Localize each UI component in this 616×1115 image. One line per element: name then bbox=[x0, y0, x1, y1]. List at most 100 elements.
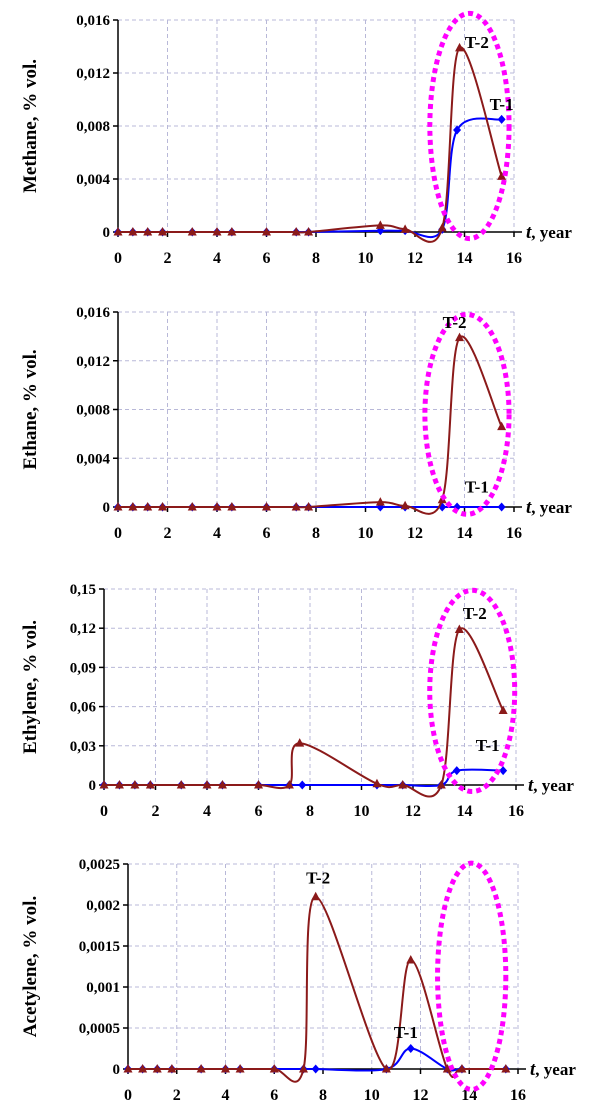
series-annotation: T-1 bbox=[476, 736, 500, 755]
data-point bbox=[497, 114, 506, 124]
data-point bbox=[143, 227, 153, 236]
y-tick-label: 0,004 bbox=[76, 451, 110, 467]
data-point bbox=[400, 224, 410, 233]
data-point bbox=[436, 780, 446, 789]
x-axis-label-italic: t bbox=[526, 497, 532, 518]
data-point bbox=[123, 1064, 133, 1073]
x-tick-label: 14 bbox=[457, 525, 473, 542]
data-point bbox=[128, 502, 138, 511]
data-point bbox=[235, 1064, 245, 1073]
x-tick-label: 2 bbox=[164, 250, 172, 267]
x-tick-label: 16 bbox=[510, 1087, 526, 1104]
data-point bbox=[497, 421, 507, 431]
x-tick-label: 6 bbox=[263, 250, 271, 267]
data-point bbox=[113, 227, 123, 236]
data-point bbox=[114, 780, 124, 789]
y-tick-label: 0,001 bbox=[86, 980, 120, 996]
series-t-2 bbox=[99, 624, 508, 798]
chart-panel-3: 0 0,03 0,06 0,09 0,12 0,15 0 2 4 6 8 10 12 14 16t, yea… bbox=[20, 582, 574, 820]
data-point bbox=[442, 1064, 452, 1073]
y-axis-label: Ethane, % vol. bbox=[20, 349, 41, 469]
data-point bbox=[304, 502, 314, 511]
x-tick-label: 12 bbox=[407, 250, 423, 267]
data-point bbox=[227, 502, 237, 511]
data-point bbox=[406, 1044, 415, 1053]
x-tick-label: 0 bbox=[114, 525, 122, 542]
y-tick-label: 0,03 bbox=[70, 739, 96, 755]
series-annotation: T-2 bbox=[463, 604, 487, 623]
x-axis-label: t, year bbox=[526, 497, 572, 518]
x-axis-label-rest: , year bbox=[535, 1060, 576, 1079]
x-axis-label-rest: , year bbox=[533, 776, 574, 795]
series-t-2 bbox=[113, 332, 507, 515]
x-tick-label: 10 bbox=[358, 250, 374, 267]
data-point bbox=[455, 42, 465, 52]
data-point bbox=[130, 780, 140, 789]
y-tick-label: 0,15 bbox=[70, 582, 96, 598]
data-point bbox=[295, 738, 305, 747]
data-point bbox=[453, 125, 462, 135]
data-point bbox=[375, 220, 385, 229]
x-tick-label: 4 bbox=[222, 1087, 230, 1104]
data-point bbox=[457, 1064, 467, 1073]
y-axis-label: Methane, % vol. bbox=[20, 59, 41, 193]
highlight-ellipse bbox=[435, 860, 509, 1093]
data-point bbox=[128, 227, 138, 236]
data-point bbox=[143, 502, 153, 511]
series-line-t-2 bbox=[128, 895, 506, 1083]
series-annotation: T-1 bbox=[394, 1023, 418, 1042]
y-tick-label: 0 bbox=[103, 500, 111, 516]
x-axis-label: t, year bbox=[526, 222, 572, 243]
y-axis-label: Ethylene, % vol. bbox=[20, 620, 41, 754]
x-tick-label: 6 bbox=[263, 525, 271, 542]
data-point bbox=[221, 1064, 230, 1073]
series-annotation: T-1 bbox=[465, 477, 489, 496]
series-annotation: T-2 bbox=[306, 869, 330, 888]
data-point bbox=[398, 780, 408, 789]
y-tick-label: 0,0005 bbox=[79, 1021, 120, 1037]
x-axis-label: t, year bbox=[530, 1059, 576, 1080]
data-point bbox=[176, 780, 186, 789]
y-tick-label: 0 bbox=[113, 1062, 121, 1078]
x-tick-label: 2 bbox=[164, 525, 172, 542]
data-point bbox=[212, 227, 222, 236]
data-point bbox=[501, 1064, 511, 1073]
series-line-t-2 bbox=[103, 627, 504, 798]
x-tick-label: 16 bbox=[508, 803, 524, 820]
x-tick-label: 16 bbox=[506, 250, 522, 267]
data-point bbox=[497, 502, 506, 512]
data-point bbox=[304, 227, 314, 236]
y-tick-label: 0,016 bbox=[76, 305, 110, 321]
x-tick-label: 8 bbox=[312, 525, 320, 542]
data-point bbox=[400, 500, 410, 510]
x-tick-label: 2 bbox=[152, 803, 160, 820]
x-axis-label-rest: , year bbox=[531, 498, 572, 517]
data-point bbox=[298, 780, 307, 790]
data-point bbox=[381, 1064, 391, 1073]
data-point bbox=[455, 332, 465, 342]
data-point bbox=[212, 502, 222, 511]
data-point bbox=[227, 227, 237, 236]
data-point bbox=[202, 780, 212, 789]
data-point bbox=[262, 227, 271, 236]
x-tick-label: 4 bbox=[213, 525, 221, 542]
chart-panel-1: 0 0,004 0,008 0,012 0,016 0 2 4 6 8 10 12 14 16t, yea… bbox=[20, 10, 572, 267]
y-tick-label: 0,012 bbox=[76, 66, 110, 82]
y-tick-label: 0 bbox=[89, 778, 97, 794]
y-tick-label: 0,008 bbox=[76, 119, 110, 135]
data-point bbox=[269, 1064, 279, 1073]
x-tick-label: 8 bbox=[312, 250, 320, 267]
x-tick-label: 10 bbox=[358, 525, 374, 542]
data-point bbox=[406, 954, 416, 964]
x-tick-label: 4 bbox=[203, 803, 211, 820]
x-tick-label: 16 bbox=[506, 525, 522, 542]
data-point bbox=[167, 1064, 177, 1073]
x-tick-label: 2 bbox=[173, 1087, 181, 1104]
data-point bbox=[299, 1064, 308, 1073]
data-point bbox=[262, 502, 271, 511]
x-tick-label: 12 bbox=[413, 1087, 429, 1104]
x-tick-label: 4 bbox=[213, 250, 221, 267]
chart-panel-2: 0 0,004 0,008 0,012 0,016 0 2 4 6 8 10 12 14 16t, yea… bbox=[20, 305, 572, 542]
data-point bbox=[99, 780, 109, 789]
data-point bbox=[499, 766, 508, 776]
